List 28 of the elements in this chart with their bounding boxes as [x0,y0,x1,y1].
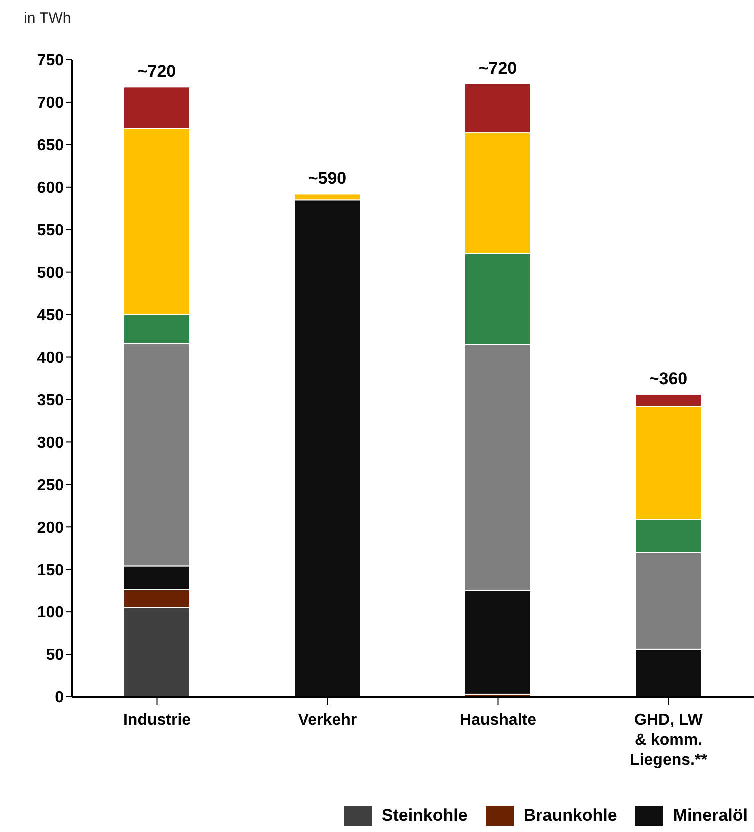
y-tick-label: 200 [37,520,64,537]
total-label: ~590 [308,169,347,188]
legend-label: Mineralöl [673,806,748,826]
y-tick-label: 350 [37,392,64,410]
y-tick-label: 0 [55,690,64,707]
y-tick-label: 100 [37,604,64,622]
total-label: ~720 [478,58,518,78]
y-tick-label: 750 [37,52,64,70]
y-tick-label: 650 [37,138,64,155]
x-tick-label: Industrie [123,712,192,729]
total-label: ~360 [649,370,688,389]
legend-label: Steinkohle [382,806,468,826]
x-tick-label: Verkehr [298,712,358,729]
y-tick-label: 150 [37,562,64,580]
y-tick-label: 700 [37,95,64,112]
y-axis-title: in TWh [24,10,72,27]
y-tick-label: 300 [37,434,64,452]
x-tick-label: GHD, LW & komm. Liegens.** [630,712,708,769]
x-tick-label: Haushalte [460,712,537,729]
y-tick-label: 450 [37,307,64,324]
y-tick-label: 500 [37,265,64,282]
y-tick-label: 50 [46,647,64,664]
y-tick-label: 550 [37,222,64,240]
total-label: ~720 [138,62,176,82]
y-tick-label: 400 [37,350,64,367]
y-tick-label: 600 [37,180,64,198]
legend-label: Braunkohle [524,806,618,826]
y-tick-label: 250 [37,477,64,494]
